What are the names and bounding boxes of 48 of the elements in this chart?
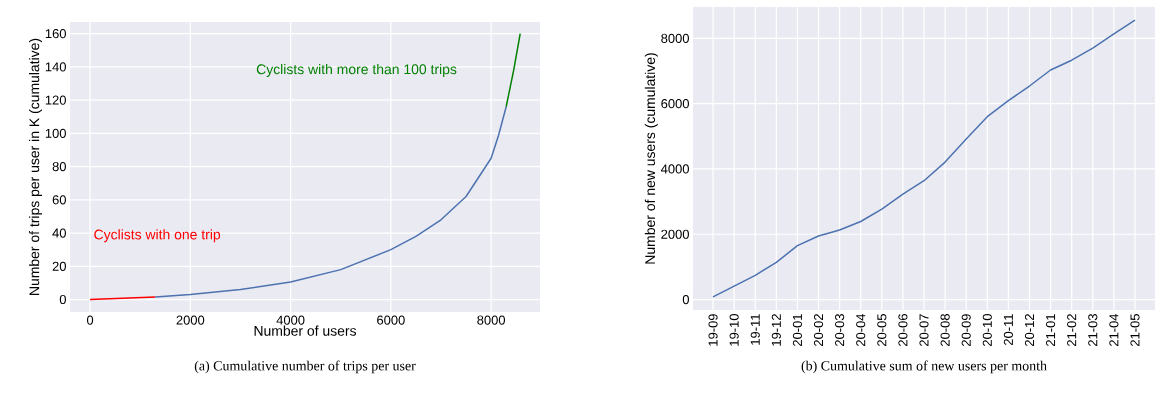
y-tick-label: 40 xyxy=(52,228,66,238)
x-tick-label: 20-02 xyxy=(813,314,824,346)
x-tick-label: 8000 xyxy=(477,315,506,325)
x-tick-label: 21-05 xyxy=(1130,314,1140,346)
x-axis-title: Number of users xyxy=(254,325,357,336)
y-tick-label: 2000 xyxy=(661,229,689,239)
x-tick-label: 19-09 xyxy=(708,314,718,346)
x-tick-label: 20-10 xyxy=(982,314,992,346)
y-tick-label: 0 xyxy=(682,294,689,305)
x-tick-label: 20-08 xyxy=(940,314,950,346)
x-tick-label: 21-01 xyxy=(1046,314,1056,346)
y-tick-label: 80 xyxy=(52,161,66,172)
x-tick-label: 21-04 xyxy=(1109,313,1119,346)
x-tick-label: 20-04 xyxy=(856,313,866,346)
y-tick-label: 120 xyxy=(45,95,66,105)
y-tick-label: 4000 xyxy=(660,164,689,174)
x-tick-label: 4000 xyxy=(276,315,305,325)
x-tick-label: 6000 xyxy=(377,315,405,325)
y-tick-label: 60 xyxy=(52,195,66,205)
x-tick-label: 20-07 xyxy=(919,314,929,346)
x-tick-label: 19-12 xyxy=(771,314,781,346)
x-tick-label: 19-11 xyxy=(750,314,760,345)
x-tick-label: 20-12 xyxy=(1024,314,1035,346)
y-tick-label: 0 xyxy=(59,294,66,305)
x-tick-label: 2000 xyxy=(176,315,205,325)
x-tick-label: 20-09 xyxy=(961,314,971,346)
y-tick-label: 160 xyxy=(45,29,66,39)
x-tick-label: 20-05 xyxy=(877,314,887,346)
y-tick-label: 100 xyxy=(45,128,66,138)
y-tick-label: 8000 xyxy=(661,33,689,43)
x-tick-label: 20-11 xyxy=(1003,314,1013,346)
text: (b) Cumulative sum of new users per month xyxy=(801,360,1047,374)
x-tick-label: 0 xyxy=(86,315,94,325)
x-tick-label: 21-03 xyxy=(1088,314,1098,346)
x-tick-label: 20-01 xyxy=(792,314,803,346)
text: Cyclists with more than 100 trips xyxy=(256,63,457,77)
y-tick-label: 140 xyxy=(45,62,66,72)
y-tick-label: 6000 xyxy=(661,99,689,109)
y-axis-title: Number of trips per user in K (cumulative) xyxy=(29,38,43,295)
y-axis-title: Number of new users (cumulative) xyxy=(644,53,658,264)
text: (a) Cumulative number of trips per user xyxy=(194,360,416,374)
x-tick-label: 21-02 xyxy=(1067,314,1077,346)
x-tick-label: 20-03 xyxy=(835,314,845,346)
y-tick-label: 20 xyxy=(52,261,66,271)
x-tick-label: 20-06 xyxy=(898,314,908,346)
text: Cyclists with one trip xyxy=(94,229,221,243)
line-series xyxy=(712,19,1136,298)
x-tick-label: 19-10 xyxy=(729,314,739,346)
